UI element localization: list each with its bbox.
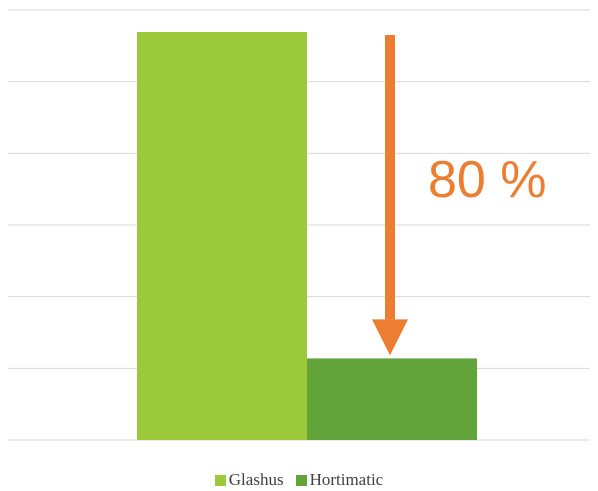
- legend-label-hortimatic: Hortimatic: [309, 470, 384, 489]
- annotation-arrow-head: [372, 319, 408, 356]
- bar-hortimatic: [307, 358, 477, 440]
- legend-label-glashus: Glashus: [228, 470, 284, 489]
- annotation-arrow-shaft: [385, 35, 395, 320]
- legend-swatch-glashus: [214, 474, 226, 486]
- legend-item-hortimatic: Hortimatic: [295, 470, 384, 490]
- legend-swatch-hortimatic: [295, 474, 307, 486]
- bar-glashus: [137, 32, 307, 440]
- annotation-label: 80 %: [428, 151, 547, 209]
- legend-item-glashus: Glashus: [214, 470, 284, 490]
- legend: Glashus Hortimatic: [0, 470, 598, 490]
